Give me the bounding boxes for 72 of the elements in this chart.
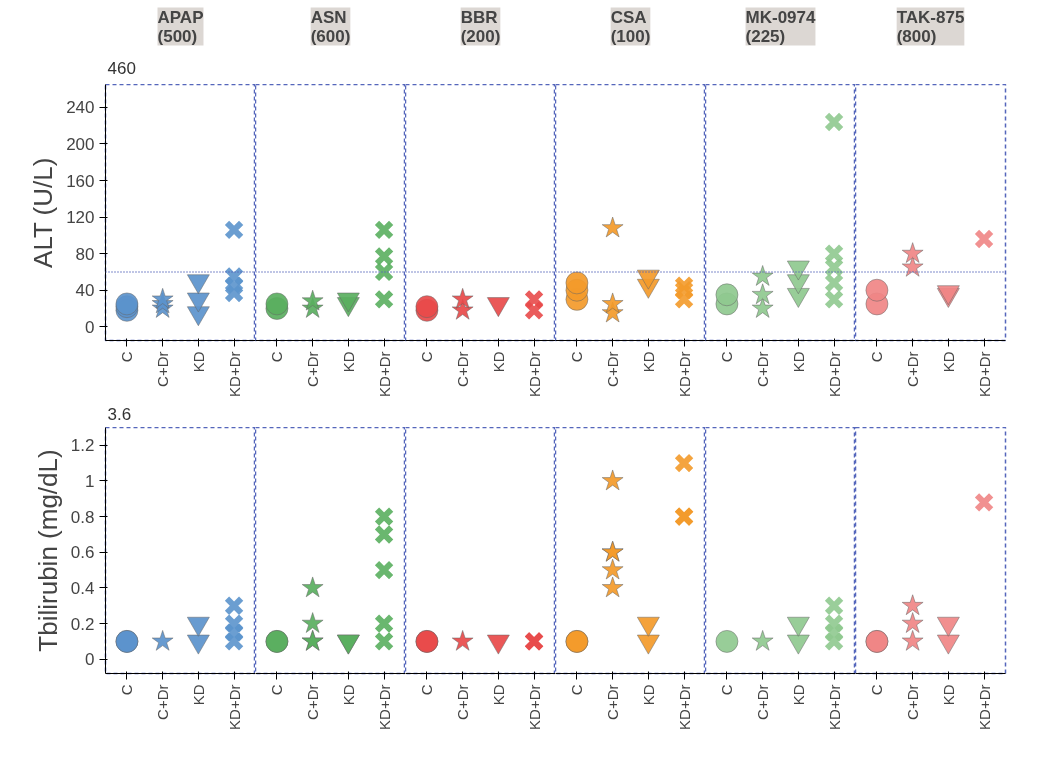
text: 3.6: [107, 404, 132, 424]
x-tick-label: KD+Dr: [525, 684, 543, 730]
y-tick-label: 0.2: [70, 614, 95, 634]
x-tick-label: C: [118, 351, 136, 363]
x-tick-label: C: [568, 351, 586, 363]
x-tick-label: C+Dr: [754, 351, 772, 387]
x-tick-label: C+Dr: [904, 351, 922, 387]
y-tick-label: 1: [85, 471, 95, 491]
x-tick-label: C: [418, 351, 436, 363]
x-tick-label: KD: [189, 351, 207, 373]
chart-title: CSA (100): [610, 7, 651, 46]
x-tick-label: C+Dr: [304, 351, 322, 387]
x-tick-label: KD: [639, 684, 657, 706]
x-tick-label: C+Dr: [904, 684, 922, 720]
x-tick-label: KD+Dr: [675, 684, 693, 730]
y-tick-label: 120: [66, 208, 95, 228]
x-tick-label: KD: [939, 351, 957, 373]
y-tick-label: 0.4: [70, 578, 95, 598]
y-tick-label: 0: [85, 317, 95, 337]
y-axis-title: Tbilirubin (mg/dL): [32, 449, 63, 652]
x-tick-label: C+Dr: [604, 684, 622, 720]
chart-title: BBR (200): [460, 7, 501, 46]
x-tick-label: C+Dr: [454, 684, 472, 720]
chart-title: MK-0974 (225): [745, 7, 816, 46]
y-tick-label: 80: [75, 244, 95, 264]
x-tick-label: KD: [639, 351, 657, 373]
x-tick-label: C+Dr: [454, 351, 472, 387]
x-tick-label: C+Dr: [304, 684, 322, 720]
x-tick-label: KD+Dr: [975, 684, 993, 730]
x-tick-label: C: [868, 351, 886, 363]
x-tick-label: C+Dr: [154, 684, 172, 720]
x-tick-label: C+Dr: [604, 351, 622, 387]
x-tick-label: KD+Dr: [675, 351, 693, 397]
y-axis-title: ALT (U/L): [28, 157, 59, 268]
text: 460: [107, 58, 136, 78]
x-tick-label: KD: [489, 684, 507, 706]
x-tick-label: KD: [189, 684, 207, 706]
x-tick-label: KD+Dr: [525, 351, 543, 397]
chart-title: ASN (600): [310, 7, 351, 46]
y-tick-label: 1.2: [70, 436, 95, 456]
x-tick-label: C: [268, 684, 286, 696]
y-tick-label: 200: [66, 134, 95, 154]
y-tick-label: 160: [66, 171, 95, 191]
y-tick-label: 0: [85, 650, 95, 670]
x-tick-label: KD: [339, 351, 357, 373]
x-tick-label: KD+Dr: [375, 684, 393, 730]
x-tick-label: KD: [789, 684, 807, 706]
x-tick-label: KD+Dr: [825, 351, 843, 397]
x-tick-label: C: [868, 684, 886, 696]
x-tick-label: C: [418, 684, 436, 696]
x-tick-label: KD+Dr: [225, 351, 243, 397]
x-tick-label: KD: [939, 684, 957, 706]
chart-title: TAK-875 (800): [896, 7, 965, 46]
x-tick-label: C+Dr: [154, 351, 172, 387]
x-tick-label: C: [718, 351, 736, 363]
x-tick-label: KD: [489, 351, 507, 373]
x-tick-label: KD+Dr: [975, 351, 993, 397]
x-tick-label: C: [718, 684, 736, 696]
x-tick-label: C: [268, 351, 286, 363]
y-tick-label: 240: [66, 98, 95, 118]
chart-title: APAP (500): [157, 7, 204, 46]
y-tick-label: 0.8: [70, 507, 95, 527]
x-tick-label: C: [118, 684, 136, 696]
x-tick-label: KD+Dr: [375, 351, 393, 397]
y-tick-label: 0.6: [70, 543, 95, 563]
x-tick-label: KD: [339, 684, 357, 706]
y-tick-label: 40: [75, 281, 95, 301]
x-tick-label: C: [568, 684, 586, 696]
x-tick-label: KD: [789, 351, 807, 373]
x-tick-label: KD+Dr: [825, 684, 843, 730]
x-tick-label: KD+Dr: [225, 684, 243, 730]
x-tick-label: C+Dr: [754, 684, 772, 720]
